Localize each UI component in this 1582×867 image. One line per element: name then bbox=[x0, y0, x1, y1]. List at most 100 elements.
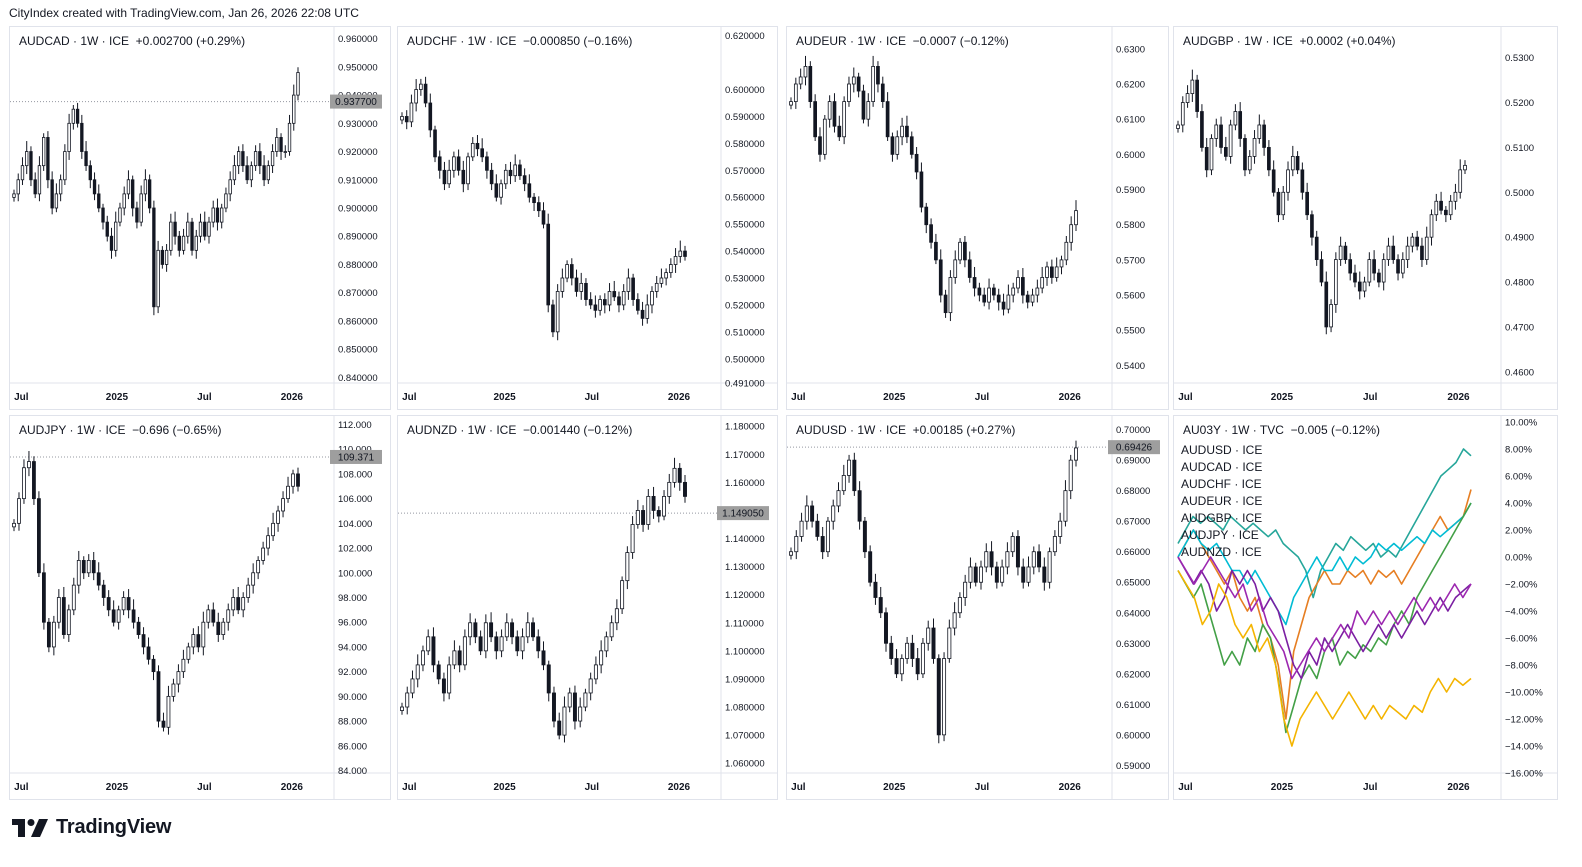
candle bbox=[50, 171, 54, 215]
candle bbox=[520, 628, 525, 660]
candle bbox=[527, 174, 532, 203]
chart-panel[interactable]: 0.9600000.9500000.9400000.9300000.920000… bbox=[9, 26, 391, 410]
candle bbox=[931, 618, 936, 664]
symbol-title[interactable]: AUDEUR · 1W · ICE −0.0007 (−0.12%) bbox=[794, 34, 1011, 48]
candle-body bbox=[1458, 169, 1463, 193]
candle bbox=[920, 638, 925, 679]
candle bbox=[546, 660, 551, 702]
y-tick-label: 1.100000 bbox=[725, 646, 765, 657]
candle bbox=[967, 251, 972, 283]
candle-body bbox=[221, 621, 226, 635]
candle-body bbox=[565, 264, 569, 279]
candle bbox=[926, 620, 931, 651]
chart-svg[interactable]: 0.70000 0.69000 0.68000 0.67000 0.66000 0.650… bbox=[787, 416, 1168, 799]
chart-svg[interactable]: 0.5300 0.5200 0.5100 0.5000 0.4900 0.4800 0.47… bbox=[1174, 27, 1557, 409]
symbol-title[interactable]: AUDCAD · 1W · ICE +0.002700 (+0.29%) bbox=[17, 34, 248, 48]
candle-body bbox=[1185, 93, 1190, 103]
candle bbox=[1448, 194, 1453, 220]
candle bbox=[635, 499, 640, 529]
candle-body bbox=[832, 101, 837, 127]
candle bbox=[266, 527, 271, 556]
candle bbox=[673, 248, 678, 273]
chart-svg[interactable]: 10.00% 8.00% 6.00% 4.00% 2.00% 0.00% −2.00% −4.… bbox=[1174, 416, 1557, 799]
candle-body bbox=[963, 241, 967, 261]
chart-panel[interactable]: 112.000110.000108.000106.000104.000102.0… bbox=[9, 415, 391, 800]
chart-panel[interactable]: 1.180000 1.170000 1.160000 1.140000 1.130000… bbox=[397, 415, 778, 800]
chart-svg[interactable]: 0.9600000.9500000.9400000.9300000.920000… bbox=[10, 27, 390, 409]
legend-entry[interactable]: AUDGBP · ICE bbox=[1181, 511, 1263, 525]
chart-panel[interactable]: 0.6300 0.6200 0.6100 0.6000 0.5900 0.5800 0.57… bbox=[786, 26, 1169, 410]
legend-entry[interactable]: AUDNZD · ICE bbox=[1181, 545, 1262, 559]
candle bbox=[161, 712, 166, 732]
chart-panel[interactable]: 10.00% 8.00% 6.00% 4.00% 2.00% 0.00% −2.00% −4.… bbox=[1173, 415, 1558, 800]
chart-panel[interactable]: 0.70000 0.69000 0.68000 0.67000 0.66000 0.650… bbox=[786, 415, 1169, 800]
symbol-title[interactable]: AUDNZD · 1W · ICE −0.001440 (−0.12%) bbox=[405, 423, 635, 437]
chart-panel[interactable]: 0.620000 0.600000 0.590000 0.580000 0.570000… bbox=[397, 26, 778, 410]
candle-body bbox=[262, 165, 266, 181]
candle-body bbox=[979, 566, 983, 583]
candle bbox=[186, 212, 190, 244]
legend-entry[interactable]: AUDCAD · ICE bbox=[1181, 460, 1263, 474]
candle bbox=[143, 169, 148, 202]
legend-entry[interactable]: AUDEUR · ICE bbox=[1181, 494, 1263, 508]
y-tick-label: 112.000 bbox=[338, 420, 372, 431]
candle-body bbox=[612, 291, 617, 298]
candle-body bbox=[241, 597, 246, 611]
chart-svg[interactable]: 112.000110.000108.000106.000104.000102.0… bbox=[10, 416, 390, 799]
candle-body bbox=[1058, 520, 1063, 537]
candle bbox=[91, 551, 96, 581]
candle-body bbox=[220, 207, 224, 223]
candle-body bbox=[1204, 147, 1209, 171]
candle-body bbox=[919, 171, 924, 208]
candle-body bbox=[799, 520, 804, 537]
candle bbox=[66, 604, 71, 642]
candle bbox=[1377, 268, 1381, 288]
candle bbox=[890, 132, 895, 162]
x-tick-label: 2026 bbox=[281, 782, 304, 793]
candle-body bbox=[820, 536, 825, 553]
candle-body bbox=[1064, 241, 1069, 261]
symbol-title[interactable]: AU03Y · 1W · TVC −0.005 (−0.12%) bbox=[1181, 423, 1382, 437]
candle-body bbox=[420, 650, 425, 666]
chart-svg[interactable]: 0.6300 0.6200 0.6100 0.6000 0.5900 0.5800 0.57… bbox=[787, 27, 1168, 409]
candle bbox=[957, 592, 962, 619]
candle-body bbox=[1362, 281, 1367, 292]
symbol-title[interactable]: AUDJPY · 1W · ICE −0.696 (−0.65%) bbox=[17, 423, 224, 437]
candle bbox=[813, 94, 818, 141]
symbol-title[interactable]: AUDGBP · 1W · ICE +0.0002 (+0.04%) bbox=[1181, 34, 1398, 48]
candle bbox=[475, 134, 480, 157]
candle bbox=[146, 637, 151, 665]
y-tick-label: 0.4900 bbox=[1505, 233, 1534, 244]
y-tick-label: −6.00% bbox=[1505, 634, 1538, 645]
candle bbox=[851, 67, 856, 93]
symbol-title[interactable]: AUDUSD · 1W · ICE +0.00185 (+0.27%) bbox=[794, 423, 1018, 437]
x-tick-label: 2025 bbox=[106, 782, 129, 793]
x-tick-label: 2026 bbox=[281, 392, 304, 403]
chart-panel[interactable]: 0.5300 0.5200 0.5100 0.5000 0.4900 0.4800 0.47… bbox=[1173, 26, 1558, 410]
x-tick-label: 2025 bbox=[883, 782, 906, 793]
candle-body bbox=[121, 597, 126, 611]
candle-body bbox=[1391, 245, 1396, 261]
candle-body bbox=[510, 622, 515, 638]
candle-body bbox=[58, 179, 63, 195]
candle-body bbox=[67, 122, 71, 152]
candle bbox=[63, 144, 67, 186]
legend-entry[interactable]: AUDCHF · ICE bbox=[1181, 477, 1262, 491]
y-tick-label: 0.590000 bbox=[725, 112, 765, 123]
candle-body bbox=[1219, 124, 1223, 148]
chart-svg[interactable]: 1.180000 1.170000 1.160000 1.140000 1.130000… bbox=[398, 416, 777, 799]
legend-entry[interactable]: AUDUSD · ICE bbox=[1181, 443, 1263, 457]
candle-body bbox=[436, 664, 441, 680]
y-tick-label: −10.00% bbox=[1505, 688, 1543, 699]
symbol-title[interactable]: AUDCHF · 1W · ICE −0.000850 (−0.16%) bbox=[405, 34, 635, 48]
candle bbox=[640, 301, 645, 326]
candle bbox=[936, 654, 941, 744]
legend-entry[interactable]: AUDJPY · ICE bbox=[1181, 528, 1259, 542]
candle bbox=[1424, 226, 1429, 265]
last-price-badge bbox=[330, 94, 382, 109]
candle-body bbox=[574, 277, 579, 292]
candle bbox=[194, 229, 198, 259]
chart-svg[interactable]: 0.620000 0.600000 0.590000 0.580000 0.570000… bbox=[398, 27, 777, 409]
series-line bbox=[1177, 448, 1472, 599]
candle bbox=[478, 630, 483, 656]
